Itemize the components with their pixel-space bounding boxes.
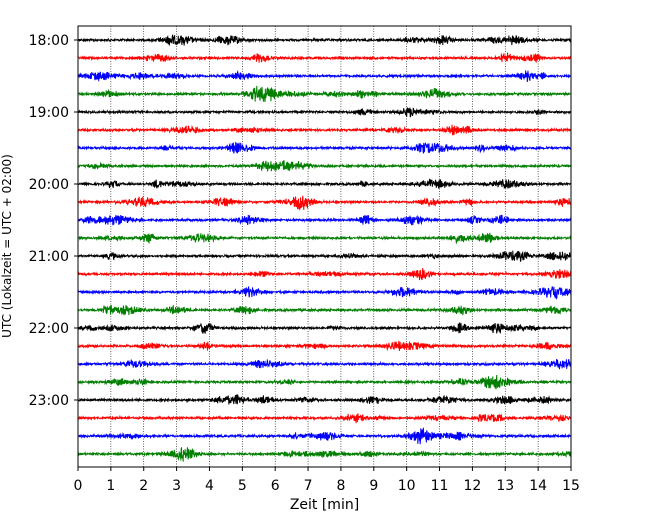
seismic-trace-4 xyxy=(77,85,572,103)
trace-group xyxy=(77,34,572,462)
x-tick-label-10: 10 xyxy=(398,478,416,494)
seismic-trace-20 xyxy=(77,375,572,390)
x-tick-label-2: 2 xyxy=(139,478,148,494)
seismic-trace-11 xyxy=(77,214,572,226)
x-tick-label-3: 3 xyxy=(172,478,181,494)
seismic-trace-21 xyxy=(77,394,572,405)
y-tick-label-18:00: 18:00 xyxy=(29,33,69,49)
x-tick-label-11: 11 xyxy=(431,478,449,494)
x-tick-label-9: 9 xyxy=(369,478,378,494)
seismic-trace-13 xyxy=(77,250,572,262)
y-tick-label-19:00: 19:00 xyxy=(29,105,69,121)
seismic-trace-9 xyxy=(77,178,572,190)
x-tick-label-6: 6 xyxy=(271,478,280,494)
seismic-trace-1 xyxy=(77,34,572,46)
seismic-trace-24 xyxy=(77,447,572,462)
y-tick-label-20:00: 20:00 xyxy=(29,177,69,193)
seismic-trace-19 xyxy=(77,359,572,370)
x-tick-label-5: 5 xyxy=(238,478,247,494)
x-tick-label-7: 7 xyxy=(304,478,313,494)
x-tick-label-14: 14 xyxy=(529,478,547,494)
x-tick-label-4: 4 xyxy=(205,478,214,494)
plot-frame xyxy=(77,25,572,468)
seismic-trace-16 xyxy=(77,304,572,316)
x-tick-label-13: 13 xyxy=(496,478,514,494)
x-axis-label: Zeit [min] xyxy=(290,497,359,513)
x-tick-label-0: 0 xyxy=(74,478,83,494)
seismic-trace-8 xyxy=(77,160,572,172)
y-tick-label-21:00: 21:00 xyxy=(29,249,69,265)
seismic-trace-10 xyxy=(77,195,572,211)
seismic-trace-5 xyxy=(77,107,572,118)
y-axis-ticks: 18:00 19:00 20:00 21:00 22:00 23:00 xyxy=(29,33,78,409)
seismic-trace-2 xyxy=(77,52,572,64)
seismic-trace-6 xyxy=(77,124,572,136)
x-tick-label-1: 1 xyxy=(106,478,115,494)
seismic-trace-3 xyxy=(77,69,572,83)
y-tick-label-22:00: 22:00 xyxy=(29,321,69,337)
seismic-trace-15 xyxy=(77,286,572,300)
x-tick-label-15: 15 xyxy=(562,478,580,494)
seismic-trace-17 xyxy=(77,322,572,334)
seismic-trace-12 xyxy=(77,232,572,245)
x-tick-label-12: 12 xyxy=(463,478,481,494)
seismic-trace-22 xyxy=(77,413,572,424)
grid-lines xyxy=(110,26,539,467)
x-tick-label-8: 8 xyxy=(336,478,345,494)
y-axis-label: UTC (Lokalzeit = UTC + 02:00) xyxy=(0,154,14,338)
seismic-trace-14 xyxy=(77,267,572,281)
y-tick-label-23:00: 23:00 xyxy=(29,393,69,409)
seismic-trace-7 xyxy=(77,141,572,154)
seismic-trace-18 xyxy=(77,340,572,352)
seismic-trace-23 xyxy=(77,427,572,445)
x-axis-ticks: 0 1 2 3 4 5 6 7 8 9 10 11 12 13 14 15 xyxy=(74,467,580,494)
